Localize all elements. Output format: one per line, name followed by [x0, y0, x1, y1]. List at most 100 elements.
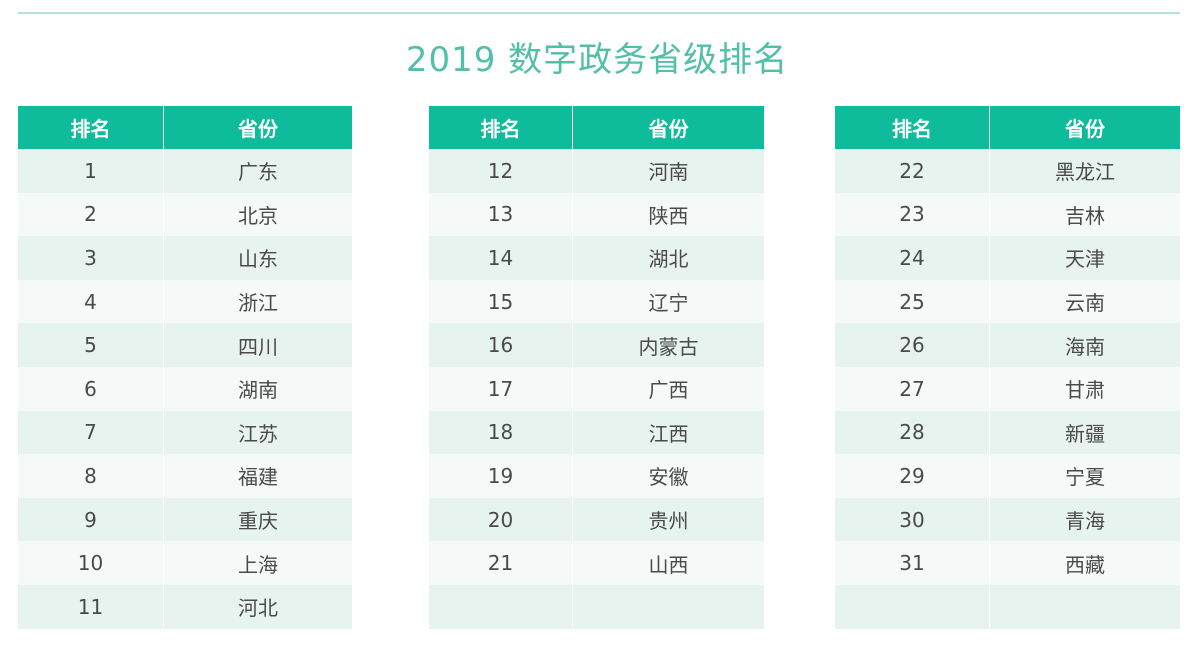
rank-cell: 17: [429, 366, 572, 411]
rank-cell: 28: [835, 410, 989, 455]
province-column-header: 省份: [572, 106, 764, 149]
rank-cell: 19: [429, 454, 572, 498]
province-cell: 江西: [572, 410, 764, 455]
table-row: 18 江西: [429, 410, 764, 455]
province-cell: 重庆: [163, 497, 352, 542]
table-row: 7 江苏: [18, 410, 352, 455]
rank-cell: 3: [18, 236, 163, 280]
province-cell: 湖北: [572, 236, 764, 280]
table-header-row: 排名 省份: [429, 106, 764, 149]
province-cell: 贵州: [572, 497, 764, 542]
rank-cell: 10: [18, 541, 163, 585]
province-cell: 上海: [163, 541, 352, 585]
table-row: 16 内蒙古: [429, 323, 764, 367]
province-cell: 山东: [163, 236, 352, 280]
province-cell: 青海: [989, 497, 1180, 542]
rank-column-header: 排名: [18, 106, 163, 149]
rank-cell: [835, 584, 989, 629]
table-row: 4 浙江: [18, 279, 352, 324]
province-cell: 甘肃: [989, 366, 1180, 411]
table-row: 19 安徽: [429, 454, 764, 498]
table-row: [429, 584, 764, 629]
rank-cell: 15: [429, 279, 572, 324]
rank-cell: 24: [835, 236, 989, 280]
rank-cell: [429, 584, 572, 629]
table-row: 26 海南: [835, 323, 1180, 367]
table-row: 12 河南: [429, 149, 764, 193]
rank-cell: 16: [429, 323, 572, 367]
province-cell: [989, 584, 1180, 629]
rank-cell: 27: [835, 366, 989, 411]
province-cell: 福建: [163, 454, 352, 498]
ranking-table-1: 排名 省份 1 广东 2 北京 3 山东 4 浙江 5 四川 6 湖南 7 江苏 8 福建 9 重庆 10 上海 11 河…: [18, 106, 352, 629]
table-row: 11 河北: [18, 584, 352, 629]
rank-cell: 5: [18, 323, 163, 367]
province-cell: 辽宁: [572, 279, 764, 324]
table-row: 8 福建: [18, 454, 352, 498]
rank-cell: 4: [18, 279, 163, 324]
rank-cell: 30: [835, 497, 989, 542]
table-row: 23 吉林: [835, 192, 1180, 237]
province-cell: 黑龙江: [989, 149, 1180, 193]
page-title: 2019 数字政务省级排名: [405, 40, 789, 80]
province-cell: 西藏: [989, 541, 1180, 585]
province-cell: [572, 584, 764, 629]
table-row: 5 四川: [18, 323, 352, 367]
rank-cell: 7: [18, 410, 163, 455]
province-cell: 四川: [163, 323, 352, 367]
table-row: 1 广东: [18, 149, 352, 193]
table-row: 20 贵州: [429, 497, 764, 542]
table-row: 13 陕西: [429, 192, 764, 237]
province-cell: 北京: [163, 192, 352, 237]
rank-cell: 29: [835, 454, 989, 498]
province-cell: 天津: [989, 236, 1180, 280]
rank-cell: 21: [429, 541, 572, 585]
rank-cell: 1: [18, 149, 163, 193]
table-row: 14 湖北: [429, 236, 764, 280]
province-cell: 湖南: [163, 366, 352, 411]
table-row: 17 广西: [429, 366, 764, 411]
province-column-header: 省份: [989, 106, 1180, 149]
table-row: 3 山东: [18, 236, 352, 280]
rank-cell: 14: [429, 236, 572, 280]
province-cell: 海南: [989, 323, 1180, 367]
province-cell: 广东: [163, 149, 352, 193]
province-cell: 云南: [989, 279, 1180, 324]
province-cell: 吉林: [989, 192, 1180, 237]
table-row: 27 甘肃: [835, 366, 1180, 411]
rank-cell: 25: [835, 279, 989, 324]
province-cell: 安徽: [572, 454, 764, 498]
rank-cell: 11: [18, 584, 163, 629]
province-cell: 山西: [572, 541, 764, 585]
province-cell: 宁夏: [989, 454, 1180, 498]
rank-cell: 8: [18, 454, 163, 498]
table-row: 10 上海: [18, 541, 352, 585]
table-row: 31 西藏: [835, 541, 1180, 585]
rank-column-header: 排名: [429, 106, 572, 149]
table-row: 28 新疆: [835, 410, 1180, 455]
rank-cell: 26: [835, 323, 989, 367]
rank-cell: 12: [429, 149, 572, 193]
province-cell: 浙江: [163, 279, 352, 324]
table-row: 2 北京: [18, 192, 352, 237]
rank-cell: 6: [18, 366, 163, 411]
rank-cell: 23: [835, 192, 989, 237]
table-row: 15 辽宁: [429, 279, 764, 324]
rank-cell: 20: [429, 497, 572, 542]
ranking-table-2: 排名 省份 12 河南 13 陕西 14 湖北 15 辽宁 16 内蒙古 17 广西 18 江西 19 安徽 2…: [429, 106, 764, 629]
top-divider: [18, 12, 1180, 14]
table-row: [835, 584, 1180, 629]
ranking-table-3: 排名 省份 22 黑龙江 23 吉林 24 天津 25 云南 26 海南 27 甘肃 28 新疆 29 宁夏 3…: [835, 106, 1180, 629]
province-column-header: 省份: [163, 106, 352, 149]
table-row: 24 天津: [835, 236, 1180, 280]
province-cell: 内蒙古: [572, 323, 764, 367]
rank-cell: 13: [429, 192, 572, 237]
rank-cell: 22: [835, 149, 989, 193]
province-cell: 河北: [163, 584, 352, 629]
table-row: 29 宁夏: [835, 454, 1180, 498]
table-header-row: 排名 省份: [835, 106, 1180, 149]
province-cell: 江苏: [163, 410, 352, 455]
province-cell: 广西: [572, 366, 764, 411]
rank-cell: 31: [835, 541, 989, 585]
table-row: 22 黑龙江: [835, 149, 1180, 193]
